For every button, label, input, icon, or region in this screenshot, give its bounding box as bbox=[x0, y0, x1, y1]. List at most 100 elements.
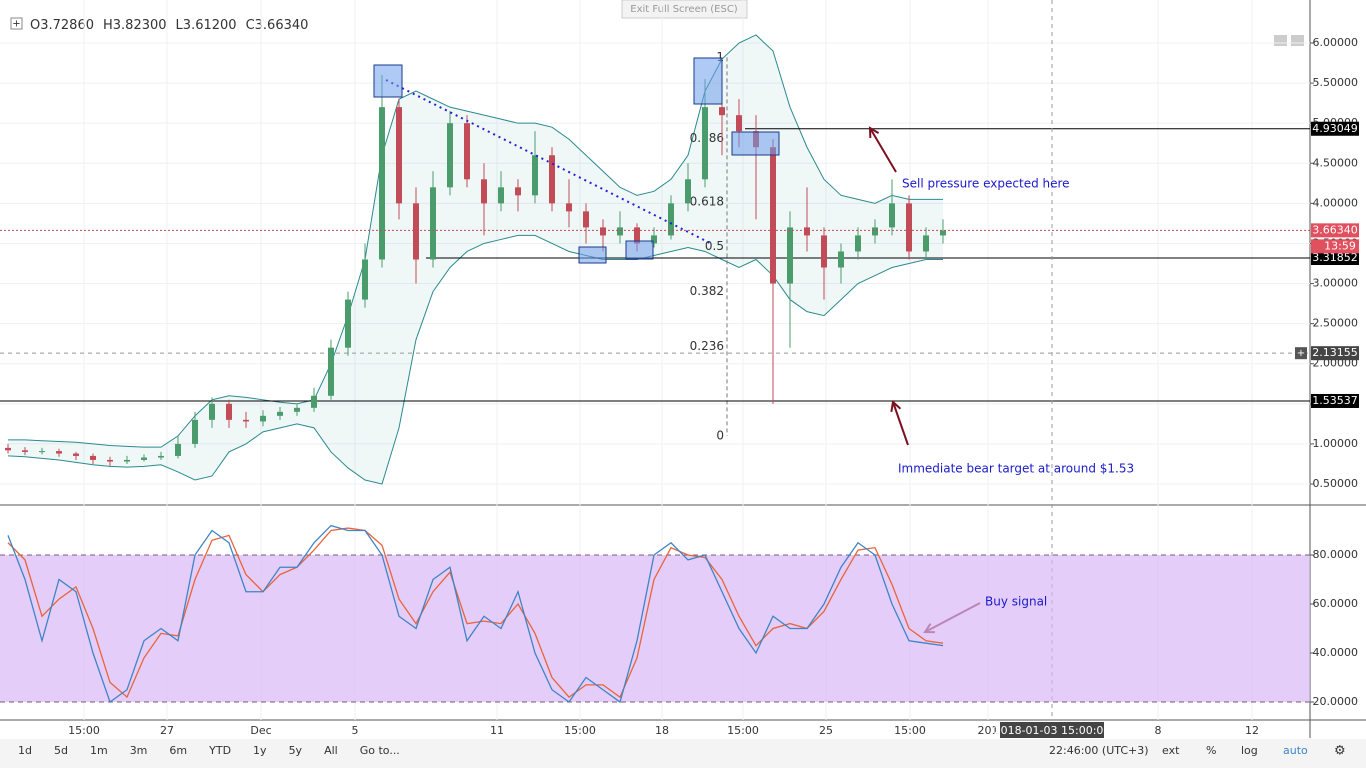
goto-button[interactable]: Go to... bbox=[360, 744, 400, 757]
countdown-tag bbox=[1311, 239, 1359, 254]
crosshair-time-label: 2018-01-03 15:00:00 bbox=[994, 724, 1111, 737]
y-tick-label: 4.00000 bbox=[1313, 196, 1359, 209]
range-button[interactable]: 6m bbox=[169, 744, 187, 757]
annotation: Immediate bear target at around $1.53 bbox=[898, 462, 1134, 476]
bollinger-upper bbox=[8, 34, 943, 448]
candle-body bbox=[141, 457, 147, 460]
time-label: 15:00 bbox=[564, 724, 596, 737]
range-button[interactable]: 5d bbox=[54, 744, 68, 757]
highlight-box bbox=[625, 240, 654, 260]
candle-body bbox=[872, 227, 878, 236]
icon[interactable] bbox=[1274, 35, 1287, 46]
candle-body bbox=[923, 235, 929, 252]
candle-body bbox=[736, 115, 742, 132]
range-button[interactable]: YTD bbox=[208, 744, 231, 757]
candle-body bbox=[209, 403, 215, 420]
crosshair-time-tag bbox=[1000, 722, 1104, 738]
highlight-box bbox=[731, 131, 780, 156]
arrow-head bbox=[890, 400, 902, 413]
price-tag bbox=[1311, 121, 1359, 136]
candle-body bbox=[396, 107, 402, 204]
candle-body bbox=[617, 227, 623, 236]
fib-label: 0.618 bbox=[690, 195, 724, 209]
range-button[interactable]: 3m bbox=[130, 744, 148, 757]
candle-body bbox=[549, 155, 555, 204]
exit-fullscreen-text[interactable]: Exit Full Screen (ESC) bbox=[630, 4, 738, 15]
candle-body bbox=[889, 203, 895, 228]
annotation: Sell pressure expected here bbox=[902, 177, 1070, 191]
y-tick-label: 40.0000 bbox=[1313, 646, 1359, 659]
candle-body bbox=[56, 451, 62, 454]
highlight-box bbox=[373, 64, 403, 98]
option-button[interactable]: % bbox=[1206, 744, 1216, 757]
legend-toggle[interactable] bbox=[10, 17, 23, 30]
clock: 22:46:00 (UTC+3) bbox=[1049, 744, 1149, 757]
candle-body bbox=[906, 203, 912, 252]
icon[interactable] bbox=[1291, 35, 1304, 46]
stoch-band bbox=[0, 555, 1310, 702]
range-button[interactable]: 1y bbox=[253, 744, 267, 757]
candle-body bbox=[498, 187, 504, 204]
time-label: 5 bbox=[352, 724, 359, 737]
candle-body bbox=[634, 227, 640, 244]
fib-label: 0 bbox=[716, 428, 724, 442]
candle-body bbox=[175, 443, 181, 456]
candle-body bbox=[668, 203, 674, 236]
ohlc-key: C bbox=[246, 18, 255, 33]
candle-body bbox=[600, 227, 606, 236]
option-button[interactable]: auto bbox=[1283, 744, 1308, 757]
crosshair-plus[interactable] bbox=[1295, 347, 1307, 360]
option-button[interactable]: ext bbox=[1162, 744, 1180, 757]
time-label: 12 bbox=[1245, 724, 1259, 737]
y-tick-label: 20.0000 bbox=[1313, 695, 1359, 708]
candle-body bbox=[39, 451, 45, 453]
range-button[interactable]: All bbox=[324, 744, 338, 757]
range-button[interactable]: 5y bbox=[289, 744, 303, 757]
candle-body bbox=[430, 187, 436, 260]
stoch-line bbox=[7, 524, 944, 704]
candle-body bbox=[855, 235, 861, 252]
exit-fullscreen-button[interactable] bbox=[621, 0, 748, 19]
candle-body bbox=[804, 227, 810, 236]
candle-body bbox=[22, 450, 28, 452]
range-button[interactable]: 1d bbox=[18, 744, 32, 757]
candle-body bbox=[328, 347, 334, 396]
candle-body bbox=[787, 227, 793, 284]
settings-icon[interactable]: ⚙ bbox=[1334, 744, 1346, 759]
candle-body bbox=[940, 230, 946, 236]
y-tick-label: 1.00000 bbox=[1313, 437, 1359, 450]
ohlc-value: 3.66340 bbox=[255, 18, 309, 33]
price-tag-label: 4.93049 bbox=[1312, 122, 1358, 135]
candle-body bbox=[345, 299, 351, 348]
ohlc-value: 3.72860 bbox=[40, 18, 94, 33]
legend-toggle-icon[interactable]: + bbox=[12, 19, 20, 30]
candle-body bbox=[447, 123, 453, 188]
current-price-tag bbox=[1311, 223, 1359, 238]
y-tick-label: 6.00000 bbox=[1313, 36, 1359, 49]
y-tick-label: 3.00000 bbox=[1313, 277, 1359, 290]
time-label: 15:00 bbox=[68, 724, 100, 737]
price-tag-label: 1.53537 bbox=[1312, 394, 1358, 407]
time-label: 8 bbox=[1155, 724, 1162, 737]
ohlc-value: 3.61200 bbox=[183, 18, 237, 33]
y-tick-label: 60.0000 bbox=[1313, 597, 1359, 610]
candle-body bbox=[770, 147, 776, 284]
range-button[interactable]: 1m bbox=[90, 744, 108, 757]
candle-body bbox=[124, 459, 130, 462]
candle-body bbox=[821, 235, 827, 268]
fib-label: 1 bbox=[716, 50, 724, 64]
ohlc-key: H bbox=[103, 18, 113, 33]
candle-body bbox=[651, 235, 657, 244]
crosshair-plus-icon: + bbox=[1297, 348, 1305, 359]
candle-body bbox=[379, 107, 385, 260]
crosshair-price-label: 2.13155 bbox=[1312, 346, 1358, 359]
countdown-label: 13:59 bbox=[1324, 239, 1356, 252]
crosshair-price-tag bbox=[1311, 346, 1359, 361]
option-button[interactable]: log bbox=[1241, 744, 1258, 757]
price-tag bbox=[1311, 393, 1359, 408]
candle-body bbox=[362, 259, 368, 300]
time-label: Dec bbox=[250, 724, 271, 737]
price-tag-label: 3.31852 bbox=[1312, 251, 1358, 264]
ohlc-value: 3.82300 bbox=[113, 18, 167, 33]
time-label: 201 bbox=[978, 724, 999, 737]
